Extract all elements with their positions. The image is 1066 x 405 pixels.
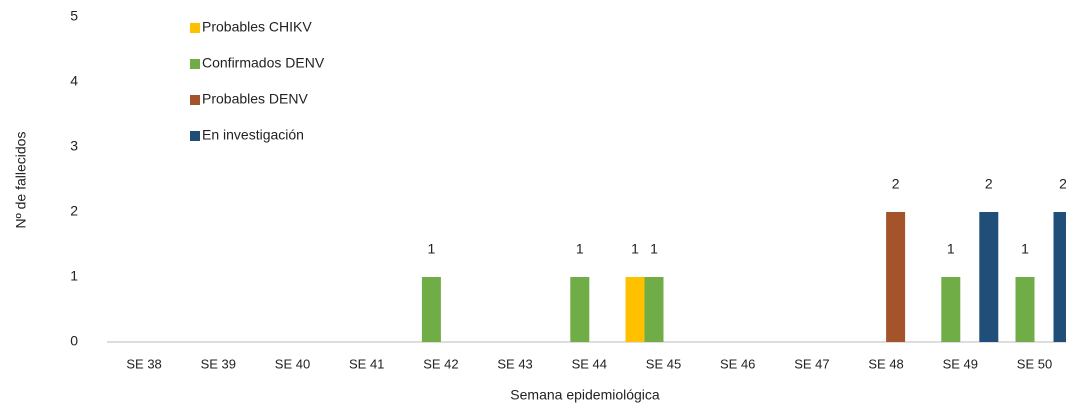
bar [1015, 277, 1035, 342]
x-axis-title: Semana epidemiológica [510, 387, 660, 403]
x-tick-label: SE 44 [572, 356, 607, 371]
data-label: 1 [650, 241, 658, 257]
data-label: 1 [576, 241, 584, 257]
x-tick-label: SE 46 [720, 356, 755, 371]
data-label: 2 [985, 176, 993, 192]
legend-label: Probables CHIKV [202, 19, 312, 35]
bar [421, 277, 441, 342]
legend-label: Probables DENV [202, 91, 308, 107]
data-label: 2 [892, 176, 900, 192]
x-tick-label: SE 50 [1017, 356, 1052, 371]
y-tick-label: 5 [70, 8, 78, 24]
x-tick-label: SE 49 [943, 356, 978, 371]
x-tick-label: SE 41 [349, 356, 384, 371]
y-tick-label: 3 [70, 138, 78, 154]
y-tick-label: 1 [70, 268, 78, 284]
legend-swatch [190, 95, 200, 105]
data-label: 1 [428, 241, 436, 257]
data-label: 1 [947, 241, 955, 257]
bar [644, 277, 664, 342]
x-tick-label: SE 40 [275, 356, 310, 371]
x-tick-label: SE 48 [868, 356, 903, 371]
bar [979, 212, 999, 342]
x-tick-label: SE 43 [497, 356, 532, 371]
x-tick-label: SE 38 [126, 356, 161, 371]
x-tick-label: SE 39 [201, 356, 236, 371]
data-label: 2 [1059, 176, 1066, 192]
y-tick-label: 4 [70, 73, 78, 89]
legend-swatch [190, 23, 200, 33]
bar [570, 277, 590, 342]
bar [886, 212, 906, 342]
x-tick-label: SE 47 [794, 356, 829, 371]
y-axis-title: Nº de fallecidos [13, 132, 29, 229]
legend-swatch [190, 131, 200, 141]
y-tick-label: 0 [70, 333, 78, 349]
data-label: 1 [1021, 241, 1029, 257]
bar [625, 277, 645, 342]
legend-swatch [190, 59, 200, 69]
bar [941, 277, 961, 342]
data-label: 1 [631, 241, 639, 257]
x-tick-label: SE 45 [646, 356, 681, 371]
bar [1053, 212, 1066, 342]
legend-label: Confirmados DENV [202, 55, 325, 71]
x-tick-label: SE 42 [423, 356, 458, 371]
y-tick-label: 2 [70, 203, 78, 219]
legend-label: En investigación [202, 127, 304, 143]
